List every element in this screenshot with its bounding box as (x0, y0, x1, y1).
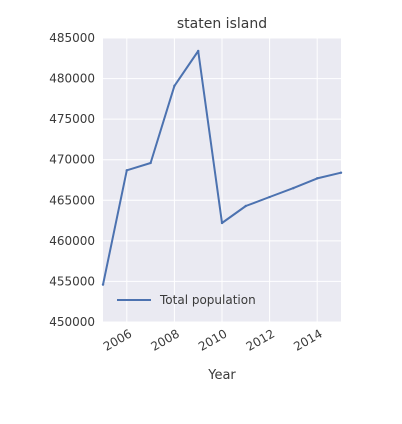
data-point (220, 221, 224, 225)
x-tick-label: 2012 (244, 326, 277, 353)
data-point (292, 186, 295, 190)
data-point (316, 177, 319, 180)
data-point (173, 84, 176, 88)
y-tick-label: 485000 (49, 31, 95, 45)
series-layer (101, 49, 343, 286)
x-tick-label: 2006 (101, 326, 134, 353)
data-point (339, 171, 343, 174)
x-tick-label: 2010 (196, 326, 229, 353)
x-axis-label: Year (207, 368, 236, 383)
data-point (125, 169, 128, 172)
legend-label-total-population: Total population (159, 293, 256, 307)
x-tick-label: 2008 (148, 326, 181, 353)
y-axis-ticks: 450000 455000 460000 465000 470000 475000 4800… (49, 31, 95, 329)
data-point (197, 49, 200, 53)
y-tick-label: 475000 (49, 112, 95, 126)
y-tick-label: 470000 (49, 153, 95, 167)
y-tick-label: 465000 (49, 193, 95, 207)
y-tick-label: 480000 (49, 72, 95, 86)
y-tick-label: 460000 (49, 234, 95, 248)
grid-lines (103, 37, 341, 323)
data-point (268, 195, 271, 199)
x-tick-label: 2014 (291, 326, 324, 353)
chart-title: staten island (177, 16, 267, 32)
legend: Total population (117, 293, 256, 307)
data-point (149, 161, 152, 165)
y-tick-label: 450000 (49, 315, 95, 329)
data-point (101, 283, 105, 286)
data-point (244, 204, 247, 208)
y-tick-label: 455000 (49, 274, 95, 288)
x-axis-ticks: 2006 2008 2010 2012 2014 (101, 326, 325, 353)
